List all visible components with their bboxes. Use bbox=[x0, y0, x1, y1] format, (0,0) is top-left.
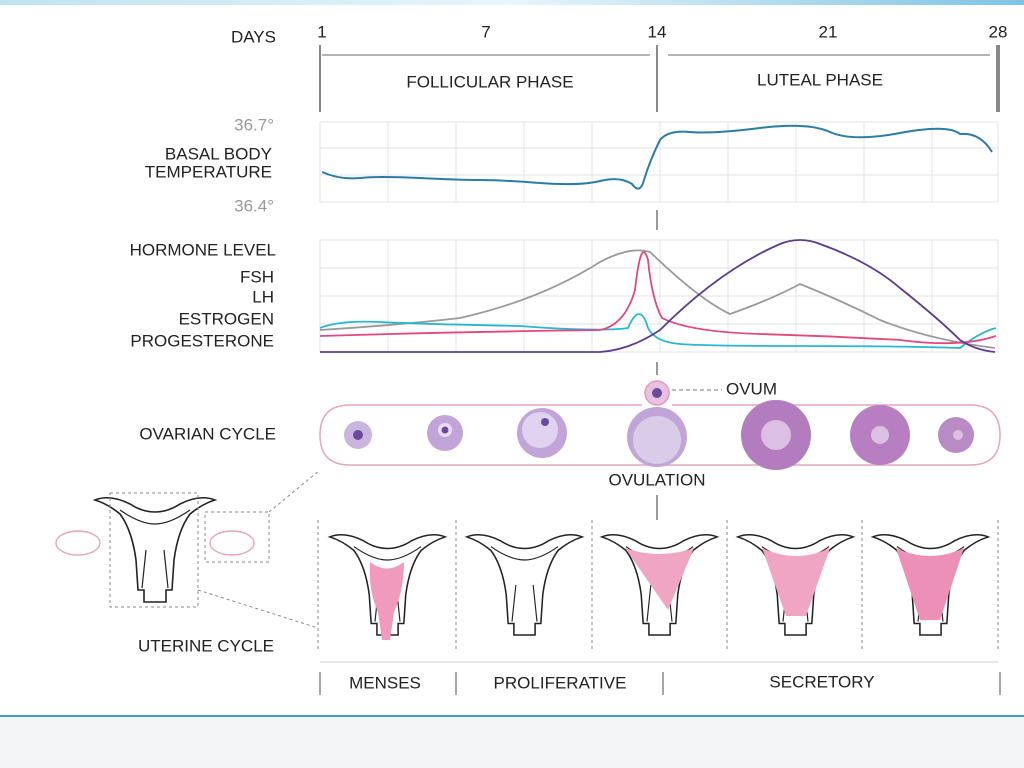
ovum-label: OVUM bbox=[726, 379, 777, 398]
phase-label: FOLLICULAR PHASE bbox=[406, 72, 573, 91]
ovum-core bbox=[652, 388, 662, 398]
temp-high: 36.7° bbox=[234, 115, 274, 134]
ovarian-label: OVARIAN CYCLE bbox=[139, 424, 276, 443]
day-tick: 21 bbox=[819, 22, 838, 41]
fsh-curve bbox=[319, 313, 997, 349]
ovulation-label: OVULATION bbox=[609, 470, 706, 489]
temperature-grid bbox=[319, 121, 999, 203]
hormone-grid bbox=[319, 239, 999, 353]
temperature-curve bbox=[321, 124, 993, 190]
top-stripe bbox=[0, 0, 1024, 5]
temp-low: 36.4° bbox=[234, 196, 274, 215]
legend-entry: LH bbox=[252, 287, 274, 306]
uterine-phase: SECRETORY bbox=[769, 672, 874, 691]
day-tick: 14 bbox=[648, 22, 667, 41]
phase-bars bbox=[319, 45, 1000, 112]
legend-entry: ESTROGEN bbox=[179, 309, 274, 328]
temp-label: TEMPERATURE bbox=[145, 162, 272, 181]
temp-label: BASAL BODY bbox=[165, 144, 272, 163]
uterine-phase: PROLIFERATIVE bbox=[494, 673, 627, 692]
uterine-stages bbox=[317, 520, 999, 650]
lh-curve bbox=[319, 251, 997, 345]
uterine-label: UTERINE CYCLE bbox=[138, 636, 274, 655]
uterine-phase-separators bbox=[319, 661, 1001, 695]
uterine-phase: MENSES bbox=[349, 673, 421, 692]
day-tick: 7 bbox=[481, 22, 490, 41]
day-tick: 1 bbox=[317, 22, 326, 41]
phase-label: LUTEAL PHASE bbox=[757, 70, 883, 89]
follicles bbox=[344, 400, 974, 470]
progesterone-curve bbox=[320, 239, 996, 353]
days-label: DAYS bbox=[231, 27, 276, 46]
organ-overview bbox=[55, 469, 321, 629]
legend-entry: PROGESTERONE bbox=[130, 331, 274, 350]
day-tick: 28 bbox=[989, 22, 1008, 41]
estrogen-curve bbox=[319, 249, 996, 349]
hormone-title: HORMONE LEVEL bbox=[130, 240, 276, 259]
legend-entry: FSH bbox=[240, 267, 274, 286]
bottom-band bbox=[0, 716, 1024, 768]
